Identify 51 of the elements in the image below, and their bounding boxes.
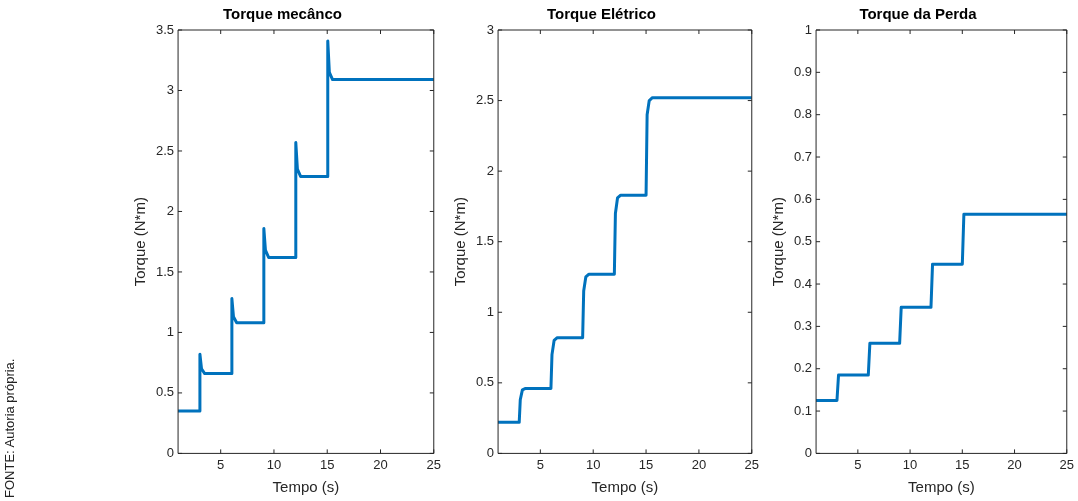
y-tick-label: 0.5 <box>475 374 495 390</box>
y-tick-label: 1 <box>166 324 175 340</box>
x-tick-label: 5 <box>536 456 544 472</box>
x-tick-label: 10 <box>902 456 918 472</box>
y-tick-label: 1.5 <box>475 233 495 249</box>
y-tick-label: 0.1 <box>793 402 813 418</box>
y-tick-label: 2 <box>166 203 175 219</box>
y-tick-label: 3 <box>166 82 175 98</box>
x-axis-title: Tempo (s) <box>272 478 340 496</box>
x-tick-label: 15 <box>638 456 654 472</box>
y-tick-label: 3.5 <box>155 21 175 37</box>
y-tick-label: 1 <box>486 303 495 319</box>
chart-title: Torque da Perda <box>859 5 978 23</box>
x-tick-label: 20 <box>373 456 388 472</box>
x-tick-label: 5 <box>217 456 225 472</box>
chart-title: Torque mecânco <box>223 5 342 23</box>
x-axis-title: Tempo (s) <box>908 478 975 496</box>
y-tick-label: 0.9 <box>793 63 813 79</box>
x-tick-label: 15 <box>319 456 335 472</box>
y-tick-label: 0.6 <box>793 190 813 206</box>
x-tick-label: 10 <box>266 456 282 472</box>
y-axis-title: Torque (N*m) <box>131 197 149 287</box>
y-tick-label: 0.4 <box>793 275 813 291</box>
x-tick-label: 20 <box>691 456 707 472</box>
y-tick-label: 0 <box>486 444 495 460</box>
y-tick-label: 1 <box>804 21 813 37</box>
y-tick-label: 0.2 <box>793 360 813 376</box>
source-note: FONTE: Autoria própria. <box>2 358 17 498</box>
x-tick-label: 25 <box>426 456 441 472</box>
y-tick-label: 0.3 <box>793 317 813 333</box>
y-tick-label: 0.5 <box>793 233 813 249</box>
y-tick-label: 0.5 <box>155 384 175 400</box>
y-tick-label: 0 <box>166 444 175 460</box>
y-tick-label: 3 <box>486 21 495 37</box>
chart-title: Torque Elétrico <box>547 5 656 23</box>
y-tick-label: 0.7 <box>793 148 813 164</box>
x-tick-label: 10 <box>585 456 601 472</box>
x-tick-label: 20 <box>1007 456 1022 472</box>
x-tick-label: 25 <box>1059 456 1074 472</box>
y-tick-label: 1.5 <box>155 263 175 279</box>
y-tick-label: 2.5 <box>155 142 175 158</box>
y-axis-title: Torque (N*m) <box>769 197 787 287</box>
y-tick-label: 2 <box>486 162 495 178</box>
y-tick-label: 2.5 <box>475 92 495 108</box>
x-tick-label: 5 <box>854 456 862 472</box>
x-tick-label: 25 <box>744 456 759 472</box>
y-axis-title: Torque (N*m) <box>451 197 469 287</box>
y-tick-label: 0 <box>804 444 813 460</box>
y-tick-label: 0.8 <box>793 106 813 122</box>
x-axis-title: Tempo (s) <box>591 478 659 496</box>
x-tick-label: 15 <box>955 456 970 472</box>
